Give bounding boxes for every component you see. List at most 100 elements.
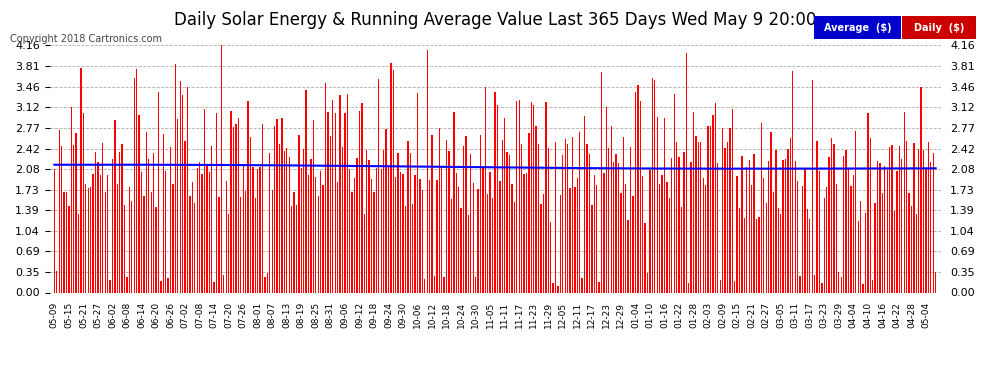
Bar: [845, 150, 846, 292]
Bar: [197, 168, 198, 292]
Bar: [361, 103, 362, 292]
Bar: [594, 175, 595, 292]
Bar: [366, 150, 367, 292]
Bar: [717, 163, 719, 292]
Bar: [313, 120, 314, 292]
Bar: [891, 145, 893, 292]
Bar: [869, 138, 871, 292]
Bar: [867, 114, 868, 292]
Bar: [616, 154, 617, 292]
Bar: [857, 221, 859, 292]
Bar: [356, 158, 357, 292]
Bar: [688, 284, 689, 292]
Bar: [390, 63, 392, 292]
Bar: [252, 166, 253, 292]
Bar: [400, 172, 401, 292]
Bar: [298, 135, 300, 292]
Bar: [330, 136, 331, 292]
Bar: [644, 223, 645, 292]
Bar: [562, 155, 563, 292]
Bar: [618, 163, 619, 292]
Bar: [661, 175, 662, 292]
Bar: [683, 152, 684, 292]
Bar: [134, 78, 135, 292]
Bar: [139, 115, 140, 292]
Bar: [732, 109, 733, 292]
Bar: [296, 205, 297, 292]
Bar: [63, 192, 64, 292]
Bar: [310, 159, 312, 292]
Bar: [777, 209, 779, 292]
Bar: [834, 144, 835, 292]
Bar: [460, 208, 461, 292]
Bar: [760, 123, 762, 292]
Bar: [497, 105, 498, 292]
Bar: [790, 138, 791, 292]
Bar: [504, 118, 505, 292]
Bar: [358, 111, 360, 292]
Bar: [211, 146, 213, 292]
Bar: [323, 185, 324, 292]
Bar: [335, 113, 336, 292]
Bar: [768, 161, 769, 292]
Bar: [353, 178, 355, 292]
Bar: [855, 131, 856, 292]
Bar: [58, 130, 59, 292]
Bar: [852, 175, 854, 292]
Bar: [269, 153, 270, 292]
Bar: [909, 193, 910, 292]
Bar: [480, 135, 481, 292]
Bar: [686, 53, 687, 292]
Bar: [95, 152, 96, 292]
Bar: [487, 194, 488, 292]
Bar: [651, 78, 653, 292]
Bar: [601, 72, 602, 292]
Bar: [814, 275, 815, 292]
Bar: [529, 133, 530, 292]
Bar: [262, 124, 263, 292]
Bar: [499, 181, 501, 292]
Bar: [318, 196, 319, 292]
Bar: [676, 142, 677, 292]
Bar: [862, 285, 863, 292]
Bar: [821, 283, 823, 292]
Bar: [521, 144, 523, 292]
Bar: [97, 162, 99, 292]
Bar: [698, 142, 699, 292]
Bar: [847, 169, 849, 292]
Bar: [446, 140, 447, 292]
Bar: [342, 147, 344, 292]
Bar: [730, 128, 731, 292]
Bar: [550, 222, 551, 292]
Bar: [581, 278, 583, 292]
Bar: [345, 113, 346, 292]
Bar: [509, 154, 510, 292]
Bar: [201, 174, 203, 292]
Bar: [787, 148, 789, 292]
Bar: [422, 190, 423, 292]
Bar: [170, 147, 171, 292]
Bar: [432, 135, 433, 292]
Bar: [889, 147, 890, 292]
Bar: [785, 159, 786, 292]
Bar: [92, 174, 94, 292]
Bar: [668, 198, 670, 292]
Bar: [75, 133, 77, 292]
Bar: [598, 282, 600, 292]
Bar: [703, 178, 704, 292]
Bar: [751, 185, 752, 292]
Bar: [437, 180, 438, 292]
Bar: [288, 157, 290, 292]
Bar: [257, 169, 258, 292]
Bar: [839, 272, 840, 292]
Bar: [773, 192, 774, 292]
Bar: [643, 176, 644, 292]
Bar: [860, 201, 861, 292]
Bar: [274, 126, 275, 292]
Bar: [531, 102, 532, 292]
Bar: [538, 144, 540, 292]
Bar: [179, 81, 181, 292]
Bar: [204, 109, 205, 292]
Bar: [152, 153, 154, 292]
Bar: [681, 207, 682, 292]
